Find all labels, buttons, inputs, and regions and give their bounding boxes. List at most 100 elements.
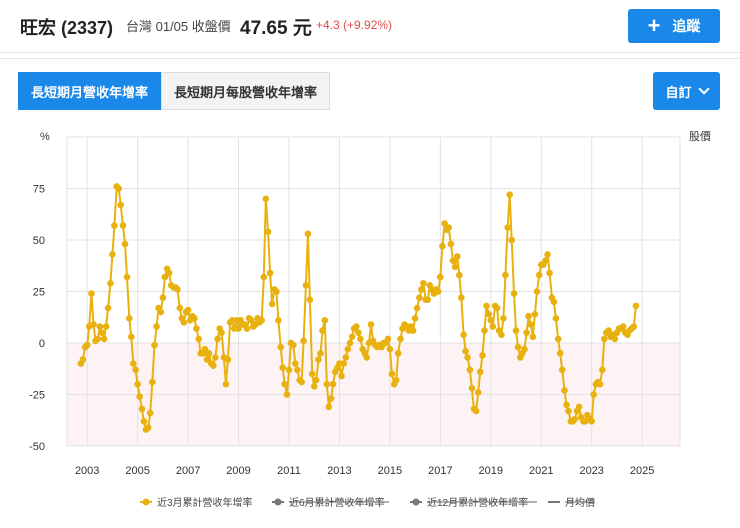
data-point: [611, 335, 619, 343]
data-point: [565, 407, 572, 415]
data-point: [525, 312, 532, 320]
data-point: [306, 296, 314, 304]
data-point: [493, 304, 501, 312]
x-tick-label: 2005: [125, 465, 149, 477]
data-point: [277, 343, 285, 351]
track-label: 追蹤: [672, 18, 701, 34]
data-point: [109, 251, 116, 258]
tab-revenue-yoy[interactable]: 長短期月營收年增率: [18, 72, 162, 110]
x-tick-label: 2017: [428, 465, 452, 477]
data-point: [308, 370, 316, 378]
data-point: [130, 360, 137, 367]
data-point: [214, 335, 221, 343]
data-point: [268, 300, 276, 308]
y-tick-label: 50: [33, 235, 45, 247]
data-point: [546, 269, 553, 277]
data-point: [88, 290, 95, 297]
data-point: [357, 335, 364, 343]
data-point: [153, 323, 160, 330]
data-point: [319, 327, 326, 334]
data-point: [132, 366, 139, 374]
data-point: [317, 350, 324, 357]
data-point: [514, 343, 522, 351]
tab-revenue-per-share-yoy[interactable]: 長短期月每股營收年增率: [161, 72, 331, 110]
data-point: [338, 372, 345, 380]
data-point: [416, 294, 423, 302]
data-point: [119, 222, 127, 229]
data-point: [527, 321, 534, 328]
data-point: [115, 185, 122, 192]
price-change: +4.3 (+9.92%): [316, 18, 393, 32]
data-point: [439, 242, 446, 250]
data-point: [561, 387, 568, 394]
data-point: [161, 273, 169, 281]
data-point: [485, 310, 493, 318]
data-point: [599, 366, 606, 374]
data-point: [472, 407, 480, 415]
data-point: [462, 347, 469, 355]
y-axis-ticks: -50 -25 0 25 50 75: [29, 184, 45, 454]
data-point: [144, 424, 152, 431]
data-point: [451, 263, 459, 271]
custom-button[interactable]: 自訂: [653, 72, 720, 110]
data-point: [104, 304, 112, 312]
data-point: [533, 288, 541, 295]
data-point: [126, 315, 133, 322]
data-point: [510, 290, 518, 297]
data-point: [224, 356, 232, 363]
data-point: [90, 321, 97, 328]
data-point: [523, 329, 530, 337]
data-point: [388, 370, 396, 378]
data-point: [508, 236, 515, 244]
data-point: [575, 403, 583, 411]
data-point: [502, 271, 509, 279]
track-button[interactable]: + 追蹤: [628, 9, 720, 43]
data-point: [531, 310, 539, 318]
data-point: [159, 294, 167, 302]
x-tick-label: 2025: [630, 465, 654, 477]
data-point: [325, 403, 333, 411]
stock-name: 旺宏 (2337): [20, 18, 114, 38]
y-tick-label: -50: [29, 441, 45, 453]
data-point: [435, 288, 442, 295]
data-point: [367, 321, 375, 328]
data-point: [630, 323, 638, 330]
data-point: [550, 298, 558, 306]
legend-swatch-dot: [412, 498, 420, 506]
data-point: [302, 282, 310, 289]
x-tick-label: 2003: [75, 465, 99, 477]
data-point: [552, 315, 560, 322]
data-point: [273, 288, 280, 295]
data-point: [454, 253, 461, 260]
data-point: [283, 391, 291, 398]
data-point: [203, 356, 211, 363]
data-point: [102, 323, 110, 330]
data-point: [445, 224, 453, 231]
data-point: [134, 380, 141, 388]
data-point: [117, 201, 124, 209]
data-point: [329, 380, 337, 388]
data-point: [128, 333, 135, 341]
y-tick-label: 25: [33, 287, 45, 299]
data-point: [456, 271, 463, 279]
x-tick-label: 2007: [176, 465, 200, 477]
data-point: [476, 368, 484, 376]
data-point: [392, 376, 400, 384]
data-point: [420, 280, 427, 287]
data-point: [292, 360, 299, 367]
data-point: [243, 325, 251, 332]
data-point: [542, 257, 549, 264]
data-point: [571, 415, 579, 423]
data-point: [413, 304, 421, 312]
data-point: [294, 366, 301, 374]
data-point: [558, 366, 566, 374]
data-point: [340, 360, 348, 367]
data-point: [165, 269, 173, 277]
data-point: [235, 325, 242, 332]
data-point: [184, 306, 192, 314]
data-point: [222, 380, 230, 388]
data-point: [149, 378, 156, 386]
data-point: [94, 335, 102, 343]
data-point: [151, 341, 158, 349]
series-points: [77, 183, 640, 433]
